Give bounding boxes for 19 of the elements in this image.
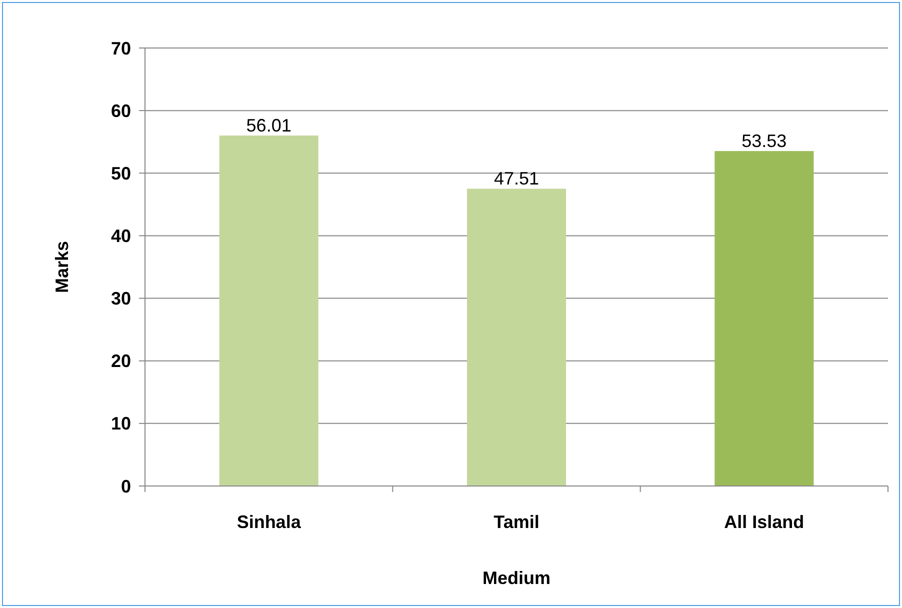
x-tick-label: All Island [724,512,804,532]
bar [466,188,566,486]
y-tick-label: 10 [110,414,131,434]
y-tick-label: 0 [120,476,131,496]
data-label: 47.51 [494,168,540,189]
data-label: 53.53 [742,131,787,152]
x-tick-label: Tamil [494,512,540,532]
y-axis-title: Marks [52,240,72,294]
y-tick-label: 30 [110,288,131,309]
x-tick-label: Sinhala [236,512,302,532]
x-axis-title: Medium [482,568,551,588]
y-tick-label: 40 [110,226,131,246]
bar [714,151,814,486]
data-label: 56.01 [246,116,292,136]
y-tick-label: 50 [110,163,131,184]
y-tick-label: 70 [110,38,131,58]
y-tick-label: 60 [110,100,131,121]
y-tick-label: 20 [110,351,131,372]
bar [219,136,318,486]
